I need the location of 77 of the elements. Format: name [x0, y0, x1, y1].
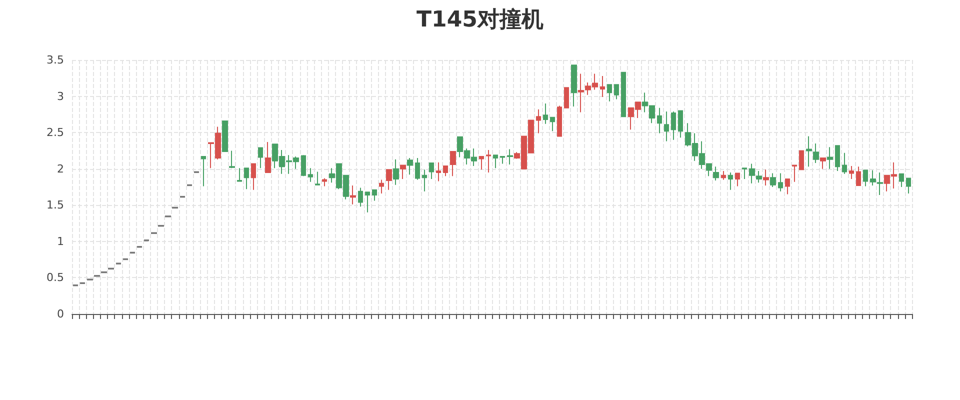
candlestick [358, 187, 363, 208]
candlestick [792, 164, 797, 182]
candlestick [443, 165, 448, 177]
candlestick [671, 111, 676, 140]
candlestick [899, 173, 904, 188]
candlestick [201, 156, 206, 187]
candlestick [557, 105, 562, 137]
y-tick-label: 3 [57, 90, 64, 103]
y-tick-label: 1.5 [46, 198, 64, 212]
candlestick [621, 72, 626, 118]
candlestick [415, 157, 420, 180]
candlestick [806, 136, 812, 168]
candlestick [778, 172, 783, 192]
candlestick [799, 150, 804, 170]
candlestick [856, 166, 861, 186]
candlestick [486, 149, 491, 173]
candlestick [450, 150, 456, 177]
y-tick-label: 2.5 [46, 126, 64, 140]
candlestick [365, 192, 370, 213]
candlestick [393, 158, 399, 186]
candlestick [237, 168, 242, 182]
candlestick [301, 154, 306, 177]
candlestick [322, 178, 327, 187]
candlestick [742, 168, 747, 180]
candlestick [386, 169, 392, 190]
candlestick [842, 152, 847, 174]
candlestick [763, 169, 769, 186]
candlestick [863, 170, 868, 187]
candlestick [407, 157, 413, 176]
candlestick [607, 84, 612, 102]
candlestick [536, 108, 541, 134]
candlestick [713, 166, 719, 181]
candlestick [265, 142, 271, 173]
candlestick [315, 171, 320, 186]
y-tick-label: 0.5 [46, 271, 64, 284]
candlestick [564, 87, 569, 108]
candlestick [308, 168, 313, 182]
candlestick [422, 169, 427, 192]
y-tick-label: 2 [57, 162, 64, 176]
candlestick [678, 110, 683, 138]
candlestick [849, 165, 854, 180]
candlestick [400, 164, 406, 180]
candlestick [906, 178, 911, 194]
candlestick [222, 120, 228, 152]
candlestick [500, 156, 505, 164]
candlestick [728, 172, 733, 190]
candlestick [571, 64, 577, 107]
candlestick [827, 146, 833, 170]
candlestick [820, 157, 826, 170]
candlestick [614, 84, 619, 100]
candlestick [493, 154, 498, 169]
candlestick [479, 156, 484, 170]
candlestick [657, 107, 662, 134]
candlestick [251, 163, 256, 190]
candlestick [735, 172, 740, 187]
candlestick [550, 116, 555, 132]
candlestick [664, 111, 669, 142]
candlestick [372, 189, 377, 202]
candlestick [835, 145, 840, 172]
candlestick [721, 170, 726, 180]
candlestick [244, 168, 249, 190]
candlestick [258, 147, 263, 169]
y-tick-label: 3.5 [46, 54, 64, 66]
candlestick [379, 179, 384, 194]
candlestick [507, 148, 513, 166]
candlestick [350, 185, 356, 205]
candlestick [785, 178, 790, 195]
candlestick [229, 150, 235, 169]
candlestick [436, 162, 441, 182]
candlestick [600, 75, 605, 98]
candlestick [429, 162, 434, 180]
y-tick-label: 1 [57, 234, 64, 248]
chart-title: T145对撞机 [416, 8, 544, 32]
candlestick [770, 172, 776, 188]
y-tick-label: 0 [57, 308, 64, 320]
candlestick [813, 142, 819, 164]
candlestick [543, 103, 548, 124]
